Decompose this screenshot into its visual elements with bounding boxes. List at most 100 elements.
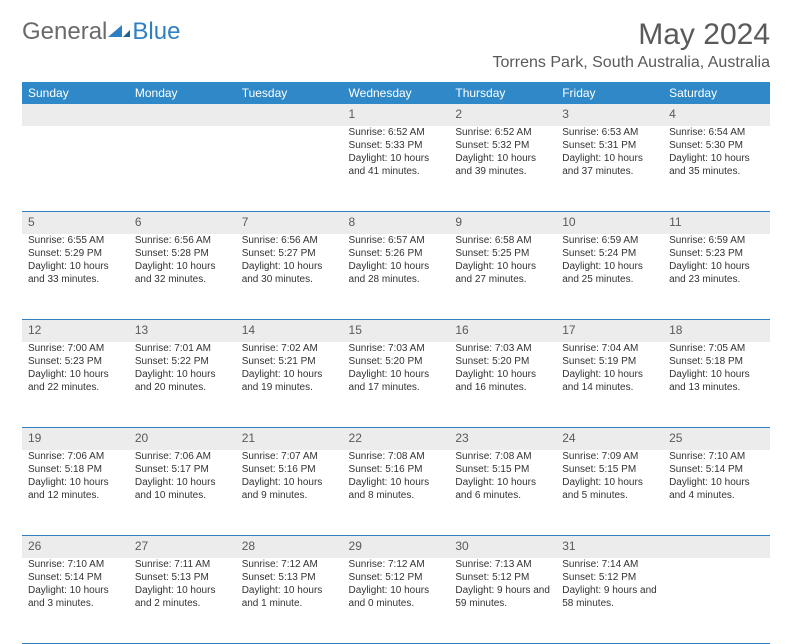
- detail-row: Sunrise: 7:06 AMSunset: 5:18 PMDaylight:…: [22, 450, 770, 536]
- sunset-text: Sunset: 5:18 PM: [28, 463, 123, 476]
- daylight-text: Daylight: 10 hours and 14 minutes.: [562, 368, 657, 394]
- day-detail-cell: Sunrise: 7:10 AMSunset: 5:14 PMDaylight:…: [663, 450, 770, 536]
- daylight-text: Daylight: 10 hours and 12 minutes.: [28, 476, 123, 502]
- day-detail-cell: Sunrise: 7:03 AMSunset: 5:20 PMDaylight:…: [449, 342, 556, 428]
- sunset-text: Sunset: 5:13 PM: [242, 571, 337, 584]
- day-number-cell: 29: [343, 536, 450, 558]
- weekday-header: Monday: [129, 82, 236, 104]
- sunrise-text: Sunrise: 6:54 AM: [669, 126, 764, 139]
- sunrise-text: Sunrise: 7:07 AM: [242, 450, 337, 463]
- day-number-cell: 11: [663, 212, 770, 234]
- weekday-header: Friday: [556, 82, 663, 104]
- sunrise-text: Sunrise: 6:56 AM: [135, 234, 230, 247]
- day-number-cell: [22, 104, 129, 126]
- sunset-text: Sunset: 5:13 PM: [135, 571, 230, 584]
- detail-row: Sunrise: 7:10 AMSunset: 5:14 PMDaylight:…: [22, 558, 770, 644]
- daylight-text: Daylight: 10 hours and 20 minutes.: [135, 368, 230, 394]
- sunrise-text: Sunrise: 6:53 AM: [562, 126, 657, 139]
- sunset-text: Sunset: 5:17 PM: [135, 463, 230, 476]
- sunrise-text: Sunrise: 6:59 AM: [669, 234, 764, 247]
- sunrise-text: Sunrise: 6:55 AM: [28, 234, 123, 247]
- location-label: Torrens Park, South Australia, Australia: [493, 54, 770, 72]
- daynum-row: 1234: [22, 104, 770, 126]
- day-detail-cell: [663, 558, 770, 644]
- day-detail-cell: Sunrise: 7:05 AMSunset: 5:18 PMDaylight:…: [663, 342, 770, 428]
- day-detail-cell: Sunrise: 7:08 AMSunset: 5:16 PMDaylight:…: [343, 450, 450, 536]
- weekday-header: Sunday: [22, 82, 129, 104]
- day-number-cell: [129, 104, 236, 126]
- sunrise-text: Sunrise: 7:04 AM: [562, 342, 657, 355]
- weekday-header: Tuesday: [236, 82, 343, 104]
- sunrise-text: Sunrise: 7:06 AM: [28, 450, 123, 463]
- day-detail-cell: [236, 126, 343, 212]
- daylight-text: Daylight: 10 hours and 13 minutes.: [669, 368, 764, 394]
- sunset-text: Sunset: 5:32 PM: [455, 139, 550, 152]
- sunset-text: Sunset: 5:31 PM: [562, 139, 657, 152]
- detail-row: Sunrise: 7:00 AMSunset: 5:23 PM Daylight:…: [22, 342, 770, 428]
- day-detail-cell: [22, 126, 129, 212]
- sunset-text: Sunset: 5:23 PM: [28, 355, 123, 368]
- day-detail-cell: Sunrise: 7:02 AMSunset: 5:21 PMDaylight:…: [236, 342, 343, 428]
- sunset-text: Sunset: 5:12 PM: [562, 571, 657, 584]
- sunset-text: Sunset: 5:20 PM: [349, 355, 444, 368]
- logo-arrow-icon: [108, 18, 130, 46]
- day-detail-cell: Sunrise: 7:12 AMSunset: 5:13 PMDaylight:…: [236, 558, 343, 644]
- day-detail-cell: Sunrise: 6:55 AMSunset: 5:29 PMDaylight:…: [22, 234, 129, 320]
- daylight-text: Daylight: 9 hours and 59 minutes.: [455, 584, 550, 610]
- weekday-header-row: SundayMondayTuesdayWednesdayThursdayFrid…: [22, 82, 770, 104]
- sunset-text: Sunset: 5:23 PM: [669, 247, 764, 260]
- weekday-header: Wednesday: [343, 82, 450, 104]
- calendar-table: SundayMondayTuesdayWednesdayThursdayFrid…: [22, 82, 770, 644]
- day-detail-cell: Sunrise: 6:52 AMSunset: 5:33 PMDaylight:…: [343, 126, 450, 212]
- day-number-cell: 23: [449, 428, 556, 450]
- daylight-text: Daylight: 10 hours and 23 minutes.: [669, 260, 764, 286]
- day-number-cell: 15: [343, 320, 450, 342]
- sunrise-text: Sunrise: 7:00 AM: [28, 342, 123, 355]
- daylight-text: Daylight: 10 hours and 5 minutes.: [562, 476, 657, 502]
- sunset-text: Sunset: 5:26 PM: [349, 247, 444, 260]
- day-detail-cell: Sunrise: 7:11 AMSunset: 5:13 PMDaylight:…: [129, 558, 236, 644]
- sunrise-text: Sunrise: 7:08 AM: [349, 450, 444, 463]
- daynum-row: 12131415161718: [22, 320, 770, 342]
- sunrise-text: Sunrise: 6:59 AM: [562, 234, 657, 247]
- sunrise-text: Sunrise: 7:12 AM: [349, 558, 444, 571]
- day-detail-cell: Sunrise: 6:56 AMSunset: 5:27 PMDaylight:…: [236, 234, 343, 320]
- sunset-text: Sunset: 5:22 PM: [135, 355, 230, 368]
- sunset-text: Sunset: 5:25 PM: [455, 247, 550, 260]
- daylight-text: Daylight: 10 hours and 41 minutes.: [349, 152, 444, 178]
- day-number-cell: [663, 536, 770, 558]
- sunset-text: Sunset: 5:16 PM: [242, 463, 337, 476]
- day-number-cell: 22: [343, 428, 450, 450]
- sunrise-text: Sunrise: 6:58 AM: [455, 234, 550, 247]
- daylight-text: Daylight: 10 hours and 35 minutes.: [669, 152, 764, 178]
- day-detail-cell: Sunrise: 7:08 AMSunset: 5:15 PMDaylight:…: [449, 450, 556, 536]
- daylight-text: Daylight: 10 hours and 19 minutes.: [242, 368, 337, 394]
- daylight-text: Daylight: 10 hours and 30 minutes.: [242, 260, 337, 286]
- logo: General Blue: [22, 18, 180, 46]
- daynum-row: 262728293031: [22, 536, 770, 558]
- day-detail-cell: Sunrise: 7:00 AMSunset: 5:23 PMDaylight:…: [22, 342, 129, 428]
- day-detail-cell: Sunrise: 7:14 AMSunset: 5:12 PMDaylight:…: [556, 558, 663, 644]
- day-number-cell: 4: [663, 104, 770, 126]
- sunrise-text: Sunrise: 7:12 AM: [242, 558, 337, 571]
- sunset-text: Sunset: 5:27 PM: [242, 247, 337, 260]
- logo-text-general: General: [22, 18, 107, 46]
- sunset-text: Sunset: 5:24 PM: [562, 247, 657, 260]
- day-detail-cell: Sunrise: 7:12 AMSunset: 5:12 PMDaylight:…: [343, 558, 450, 644]
- day-number-cell: 18: [663, 320, 770, 342]
- sunset-text: Sunset: 5:21 PM: [242, 355, 337, 368]
- sunrise-text: Sunrise: 6:52 AM: [349, 126, 444, 139]
- day-number-cell: 30: [449, 536, 556, 558]
- sunset-text: Sunset: 5:15 PM: [455, 463, 550, 476]
- day-detail-cell: Sunrise: 6:52 AMSunset: 5:32 PMDaylight:…: [449, 126, 556, 212]
- day-detail-cell: Sunrise: 6:54 AMSunset: 5:30 PMDaylight:…: [663, 126, 770, 212]
- day-detail-cell: Sunrise: 7:03 AMSunset: 5:20 PMDaylight:…: [343, 342, 450, 428]
- weekday-header: Saturday: [663, 82, 770, 104]
- daylight-text: Daylight: 10 hours and 4 minutes.: [669, 476, 764, 502]
- day-number-cell: 7: [236, 212, 343, 234]
- sunrise-text: Sunrise: 7:03 AM: [455, 342, 550, 355]
- detail-row: Sunrise: 6:55 AMSunset: 5:29 PMDaylight:…: [22, 234, 770, 320]
- daylight-text: Daylight: 10 hours and 28 minutes.: [349, 260, 444, 286]
- day-number-cell: 13: [129, 320, 236, 342]
- detail-row: Sunrise: 6:52 AMSunset: 5:33 PMDaylight:…: [22, 126, 770, 212]
